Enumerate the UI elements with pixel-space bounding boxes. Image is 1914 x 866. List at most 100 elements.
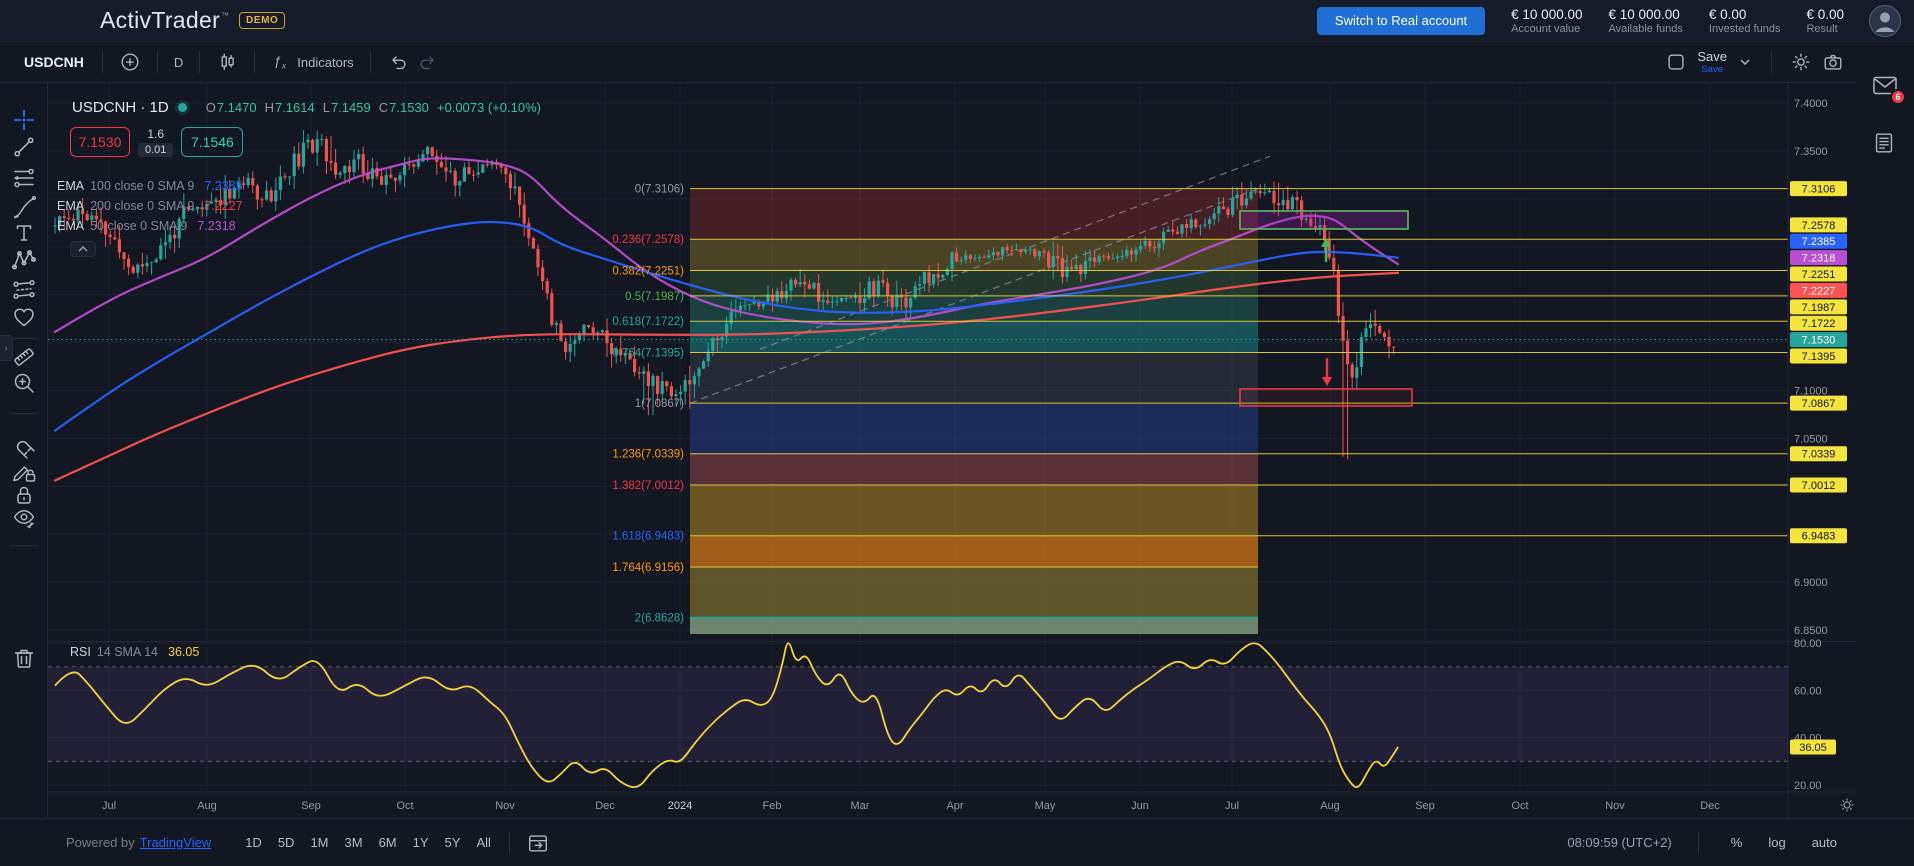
price-axis-badge: 7.1987 — [1802, 302, 1836, 314]
footer-right-group: 08:09:59 (UTC+2) % log auto — [1567, 831, 1843, 854]
clock-display[interactable]: 08:09:59 (UTC+2) — [1567, 835, 1672, 850]
chart-style-icon[interactable] — [212, 47, 242, 77]
fib-level-label: 0.764(7.1395) — [612, 348, 684, 360]
time-axis-label: Nov — [495, 800, 515, 812]
redo-icon[interactable] — [413, 47, 443, 77]
switch-to-real-button[interactable]: Switch to Real account — [1316, 6, 1486, 35]
divider — [10, 545, 38, 546]
lock-all-tool-icon[interactable] — [10, 481, 38, 509]
fib-level-label: 0(7.3106) — [635, 184, 684, 196]
range-button-3m[interactable]: 3M — [339, 831, 369, 855]
magnet-tool-icon[interactable] — [10, 434, 38, 462]
layout-select-icon[interactable] — [1661, 47, 1691, 77]
candlesticks — [53, 130, 1396, 460]
time-axis-label: Oct — [1511, 800, 1528, 812]
range-button-1m[interactable]: 1M — [304, 831, 334, 855]
fib-level-label: 0.382(7.2251) — [612, 266, 684, 278]
price-axis-tick: 6.9000 — [1794, 577, 1828, 589]
powered-by-label: Powered by — [66, 835, 135, 850]
timeframe-button[interactable]: D — [170, 51, 187, 74]
range-button-1y[interactable]: 1Y — [407, 831, 435, 855]
chevron-down-icon[interactable] — [1733, 50, 1757, 74]
price-axis-badge: 7.0012 — [1802, 480, 1836, 492]
fib-level-label: 2(6.8628) — [635, 613, 684, 625]
save-button[interactable]: Save Save — [1697, 50, 1727, 75]
right-rail: 6 — [1856, 42, 1914, 818]
grid-lines — [48, 83, 1788, 790]
range-button-5y[interactable]: 5Y — [439, 831, 467, 855]
price-axis-tick: 6.8500 — [1794, 625, 1828, 637]
price-axis-badge: 7.2578 — [1802, 220, 1836, 232]
price-axis-tick: 7.0500 — [1794, 433, 1828, 445]
gear-icon[interactable] — [1786, 47, 1816, 77]
undo-icon[interactable] — [383, 47, 413, 77]
stat-value: € 10 000.00 — [1608, 6, 1680, 22]
time-axis-label: Aug — [1320, 800, 1340, 812]
goto-date-icon[interactable] — [522, 827, 554, 859]
emoji-tool-icon[interactable] — [10, 303, 38, 331]
trend-line-tool-icon[interactable] — [10, 133, 38, 161]
hide-drawings-tool-icon[interactable] — [10, 504, 38, 532]
mail-button[interactable]: 6 — [1871, 72, 1906, 105]
left-panel-expand-tab[interactable]: › — [0, 335, 13, 361]
news-icon[interactable] — [1871, 130, 1899, 158]
scale-control-percent[interactable]: % — [1725, 834, 1749, 851]
tradingview-link[interactable]: TradingView — [139, 835, 212, 850]
footer-bar: Powered by TradingView 1D 5D 1M 3M 6M 1Y 5Y All… — [0, 818, 1914, 866]
rsi-pane — [48, 642, 1788, 789]
forecast-tool-icon[interactable] — [10, 276, 38, 304]
top-header: ActivTrader ™ DEMO Switch to Real accoun… — [0, 0, 1914, 42]
price-axis-badge: 7.0867 — [1802, 398, 1836, 410]
time-axis-label: Aug — [197, 800, 217, 812]
scale-controls: % log auto — [1725, 834, 1843, 851]
drawing-lock-tool-icon[interactable] — [10, 458, 38, 486]
remove-drawings-tool-icon[interactable] — [10, 644, 38, 672]
symbol-button[interactable]: USDCNH — [18, 53, 90, 71]
legend-collapse-button[interactable] — [70, 241, 96, 257]
buy-button[interactable]: 7.1546 — [181, 127, 244, 157]
avatar[interactable] — [1868, 4, 1902, 38]
rsi-axis-tick: 20.00 — [1794, 780, 1822, 792]
time-axis-label: Jun — [1131, 800, 1149, 812]
rsi-axis-badge: 36.05 — [1799, 742, 1827, 754]
fib-level-label: 0.236(7.2578) — [612, 234, 684, 246]
ruler-tool-icon[interactable] — [10, 343, 38, 371]
scale-control-auto[interactable]: auto — [1806, 834, 1843, 851]
compare-add-icon[interactable] — [115, 47, 145, 77]
fib-level-label: 0.618(7.1722) — [612, 316, 684, 328]
save-label: Save — [1697, 48, 1727, 64]
price-axis[interactable]: 6.8500 6.9000 7.0500 7.1000 7.3500 7.4000 7.31… — [1790, 98, 1847, 792]
indicators-label: Indicators — [297, 54, 354, 70]
rsi-axis-tick: 60.00 — [1794, 685, 1822, 697]
drawing-annotations[interactable] — [1239, 210, 1413, 407]
price-axis-badge: 7.1722 — [1802, 318, 1836, 330]
stat-label: Invested funds — [1708, 22, 1781, 35]
toolbar-right-group: Save Save — [1661, 47, 1848, 77]
time-axis-settings-icon[interactable] — [1840, 798, 1854, 812]
xabcd-pattern-tool-icon[interactable] — [10, 246, 38, 274]
scale-control-log[interactable]: log — [1762, 834, 1791, 851]
svg-text:ƒ: ƒ — [274, 54, 281, 69]
fib-retracement-tool-icon[interactable] — [10, 164, 38, 192]
brush-tool-icon[interactable] — [10, 194, 38, 222]
crosshair-tool-icon[interactable] — [10, 106, 38, 134]
chart-canvas[interactable]: 0(7.3106) 0.236(7.2578) 0.382(7.2251) 0.5(7… — [48, 83, 1856, 818]
sell-button[interactable]: 7.1530 — [70, 127, 130, 157]
range-button-1d[interactable]: 1D — [239, 831, 268, 855]
range-button-6m[interactable]: 6M — [373, 831, 403, 855]
range-button-5d[interactable]: 5D — [272, 831, 301, 855]
time-axis[interactable]: Jul Aug Sep Oct Nov Dec 2024 Feb Mar Apr May Jun Jul… — [102, 798, 1854, 812]
stat-label: Available funds — [1608, 22, 1683, 35]
price-axis-badge: 7.2318 — [1802, 253, 1836, 265]
divider — [369, 51, 371, 73]
fib-level-label: 1.618(6.9483) — [612, 531, 684, 543]
camera-icon[interactable] — [1818, 47, 1848, 77]
fib-level-label: 1.382(7.0012) — [612, 480, 684, 492]
price-axis-badge: 7.0339 — [1802, 449, 1836, 461]
zoom-in-tool-icon[interactable] — [10, 369, 38, 397]
text-tool-tool-icon[interactable] — [10, 219, 38, 247]
price-axis-tick: 7.4000 — [1794, 98, 1828, 110]
range-button-all[interactable]: All — [470, 831, 496, 855]
